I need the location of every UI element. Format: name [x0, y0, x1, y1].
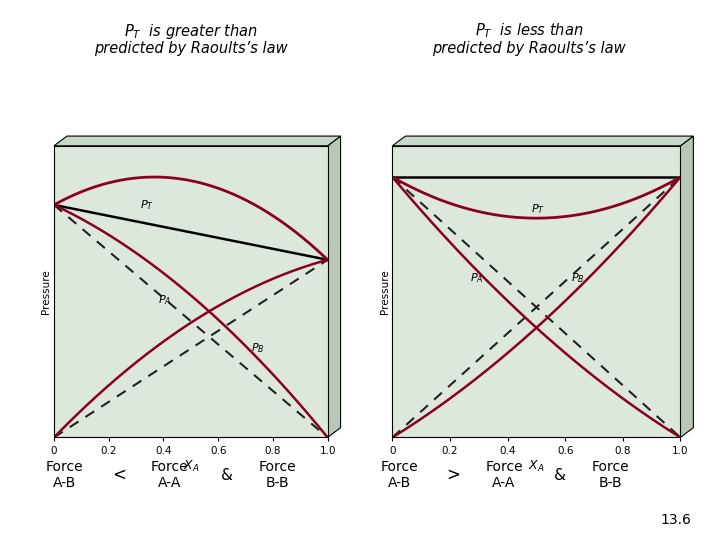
- Y-axis label: Pressure: Pressure: [379, 269, 390, 314]
- Text: &: &: [221, 468, 233, 483]
- Text: Force: Force: [258, 460, 296, 474]
- Text: A-B: A-B: [388, 476, 411, 490]
- X-axis label: $X_A$: $X_A$: [183, 459, 199, 474]
- Text: A-A: A-A: [158, 476, 181, 490]
- X-axis label: $X_A$: $X_A$: [528, 459, 544, 474]
- Text: $P_B$: $P_B$: [251, 341, 264, 355]
- Text: predicted by Raoults’s law: predicted by Raoults’s law: [433, 40, 626, 56]
- Y-axis label: Pressure: Pressure: [41, 269, 51, 314]
- Text: Force: Force: [46, 460, 84, 474]
- Text: $P_A$: $P_A$: [470, 272, 484, 286]
- Text: $P_T$  is greater than: $P_T$ is greater than: [124, 22, 258, 40]
- Text: $P_T$  is less than: $P_T$ is less than: [475, 22, 583, 40]
- Text: A-A: A-A: [492, 476, 516, 490]
- Text: 13.6: 13.6: [660, 512, 691, 526]
- Text: B-B: B-B: [599, 476, 622, 490]
- Text: B-B: B-B: [266, 476, 289, 490]
- Text: &: &: [554, 468, 566, 483]
- Text: <: <: [112, 466, 126, 484]
- Text: Force: Force: [592, 460, 629, 474]
- Text: $P_B$: $P_B$: [571, 271, 585, 285]
- Text: $P_T$: $P_T$: [140, 198, 153, 212]
- Text: predicted by Raoults’s law: predicted by Raoults’s law: [94, 40, 287, 56]
- Text: A-B: A-B: [53, 476, 76, 490]
- Text: Force: Force: [381, 460, 418, 474]
- Text: >: >: [446, 466, 461, 484]
- Text: $P_A$: $P_A$: [158, 293, 171, 307]
- Text: $P_T$: $P_T$: [531, 202, 544, 217]
- Text: Force: Force: [485, 460, 523, 474]
- Text: Force: Force: [150, 460, 188, 474]
